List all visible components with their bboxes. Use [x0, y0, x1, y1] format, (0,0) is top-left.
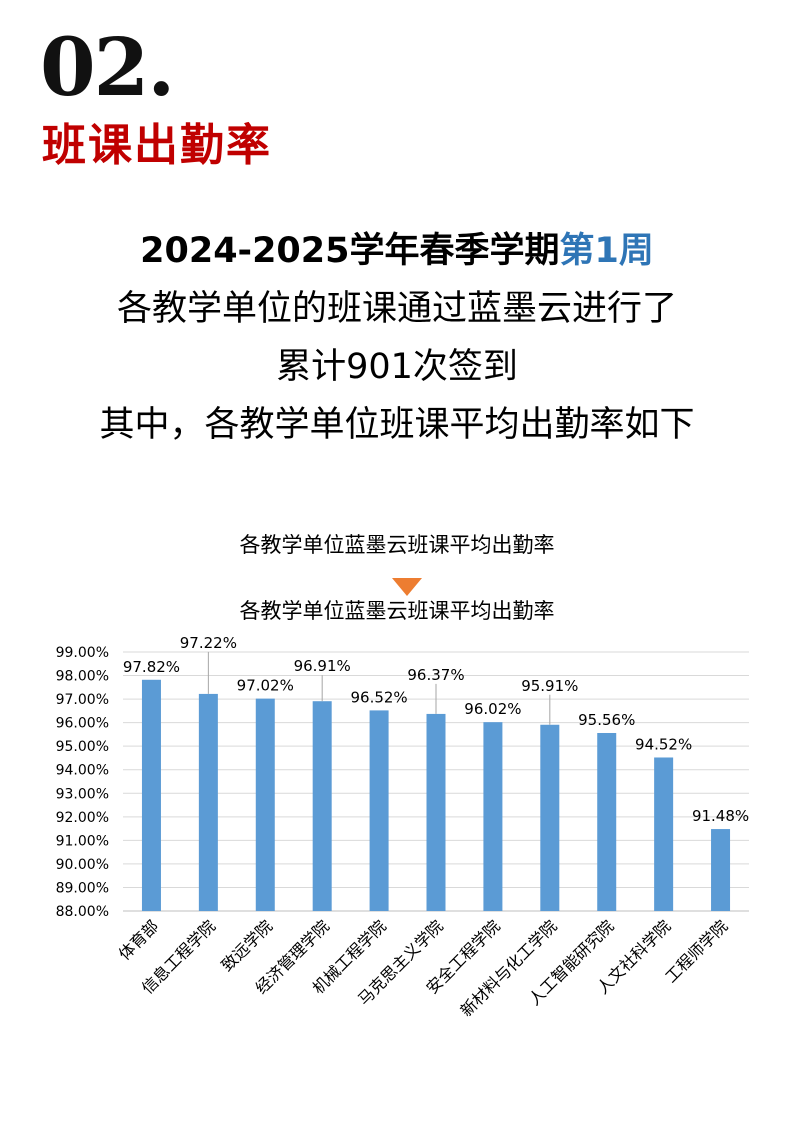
- bar: [597, 732, 617, 911]
- data-label: 96.91%: [294, 657, 351, 675]
- intro-line-1: 2024-2025学年春季学期第1周: [0, 222, 794, 280]
- y-tick-label: 92.00%: [56, 810, 109, 826]
- data-label: 97.22%: [180, 634, 237, 652]
- intro-term: 2024-2025学年春季学期: [140, 231, 560, 271]
- y-tick-label: 91.00%: [56, 833, 109, 849]
- data-label: 96.37%: [407, 666, 464, 684]
- bar: [483, 722, 503, 911]
- bar: [654, 757, 674, 911]
- data-label: 94.52%: [635, 735, 692, 753]
- data-label: 97.82%: [123, 658, 180, 676]
- y-tick-label: 93.00%: [56, 786, 109, 802]
- y-tick-label: 94.00%: [56, 763, 109, 779]
- data-label: 95.56%: [578, 711, 635, 729]
- bar: [141, 679, 161, 911]
- x-tick-label: 致远学院: [217, 916, 276, 975]
- intro-line-4: 其中，各教学单位班课平均出勤率如下: [99, 405, 695, 445]
- data-label: 95.91%: [521, 677, 578, 695]
- chart-title: 各教学单位蓝墨云班课平均出勤率: [239, 533, 555, 557]
- data-label: 97.02%: [237, 677, 294, 695]
- bar: [198, 693, 218, 911]
- bar: [255, 698, 275, 911]
- bar: [312, 701, 332, 911]
- y-tick-label: 99.00%: [56, 645, 109, 661]
- y-tick-label: 97.00%: [56, 692, 109, 708]
- y-tick-label: 88.00%: [56, 904, 109, 920]
- y-tick-label: 89.00%: [56, 880, 109, 896]
- y-tick-label: 96.00%: [56, 716, 109, 732]
- bar: [369, 710, 389, 911]
- y-tick-label: 98.00%: [56, 669, 109, 685]
- x-tick-label: 体育部: [115, 916, 162, 963]
- section-title: 班课出勤率: [42, 120, 272, 171]
- chart-subtitle: 各教学单位蓝墨云班课平均出勤率: [239, 599, 555, 623]
- bar: [426, 713, 446, 911]
- data-label: 91.48%: [692, 807, 749, 825]
- data-label: 96.52%: [350, 688, 407, 706]
- y-tick-label: 95.00%: [56, 739, 109, 755]
- bar: [540, 724, 560, 911]
- intro-line-3: 累计901次签到: [276, 347, 518, 387]
- down-triangle-icon: [392, 578, 422, 596]
- x-tick-label: 新材料与化工学院: [457, 916, 561, 1020]
- intro-line-2: 各教学单位的班课通过蓝墨云进行了: [116, 289, 677, 329]
- bar: [711, 829, 731, 911]
- data-label: 96.02%: [464, 700, 521, 718]
- intro-text: 2024-2025学年春季学期第1周 各教学单位的班课通过蓝墨云进行了 累计90…: [0, 222, 794, 454]
- intro-week-highlight: 第1周: [559, 231, 654, 271]
- section-number: 02.: [40, 20, 175, 114]
- x-tick-label: 工程师学院: [661, 916, 731, 986]
- y-tick-label: 90.00%: [56, 857, 109, 873]
